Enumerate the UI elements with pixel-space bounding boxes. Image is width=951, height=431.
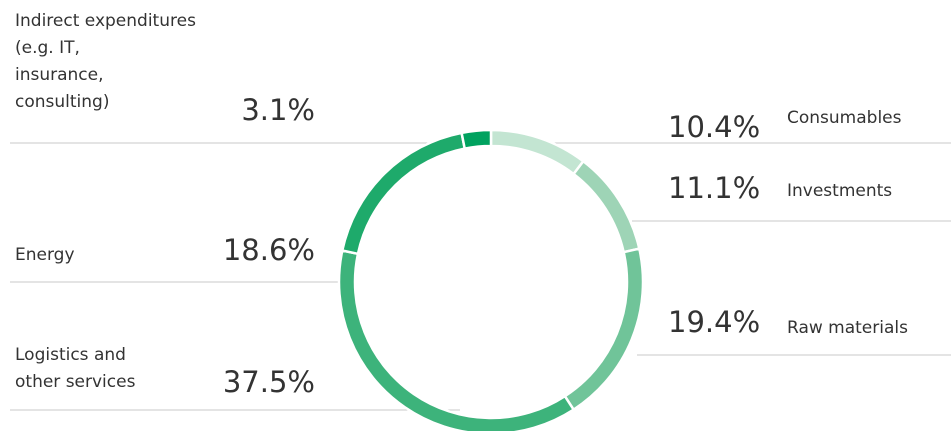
donut-segment — [340, 131, 467, 256]
value-label: 3.1% — [241, 93, 315, 127]
value-label: 19.4% — [668, 305, 761, 339]
category-label: Investments — [787, 181, 893, 201]
donut-segment — [571, 159, 641, 254]
category-label: Energy — [15, 245, 75, 265]
value-label: 11.1% — [668, 171, 761, 205]
donut-segment — [460, 128, 493, 151]
donut-segment — [563, 247, 645, 412]
donut-segment — [489, 128, 586, 176]
category-label: Indirect expenditures (e.g. IT, insuranc… — [15, 11, 196, 112]
category-label: Logistics and other services — [15, 345, 136, 392]
category-label: Consumables — [787, 108, 902, 128]
category-label: Raw materials — [787, 318, 908, 338]
value-label: 10.4% — [668, 110, 761, 144]
value-label: 18.6% — [222, 233, 315, 267]
donut-segment — [337, 249, 576, 431]
value-label: 37.5% — [222, 365, 315, 399]
